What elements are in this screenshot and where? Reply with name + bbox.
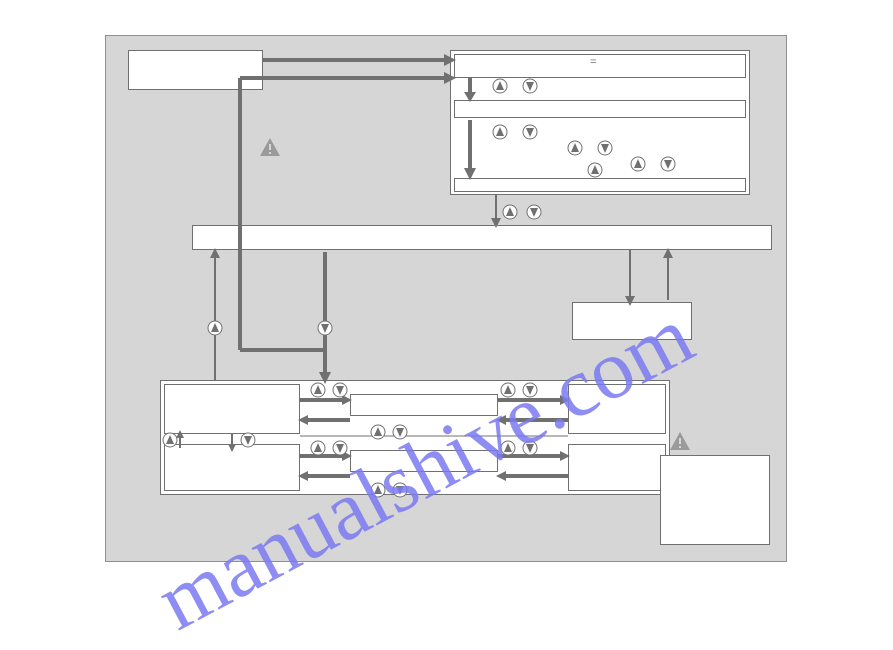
box-bl-mid-top — [350, 394, 498, 416]
equals-glyph: = — [590, 56, 596, 68]
box-bl-left-top — [164, 384, 300, 434]
box-bl-left-bot — [164, 444, 300, 491]
box-mid-right — [572, 302, 692, 340]
box-bl-right-top — [568, 384, 666, 434]
diagram-canvas: { "watermark": { "text": "manualshive.co… — [0, 0, 893, 631]
box-tr-band3 — [454, 178, 746, 192]
box-bottom-right — [660, 455, 770, 545]
box-bl-mid-bot — [350, 450, 498, 472]
box-tr-band1 — [454, 54, 746, 78]
box-tr-band2 — [454, 100, 746, 118]
box-bl-right-bot — [568, 444, 666, 491]
box-wide-bar — [192, 225, 772, 250]
box-top-left — [128, 50, 263, 90]
